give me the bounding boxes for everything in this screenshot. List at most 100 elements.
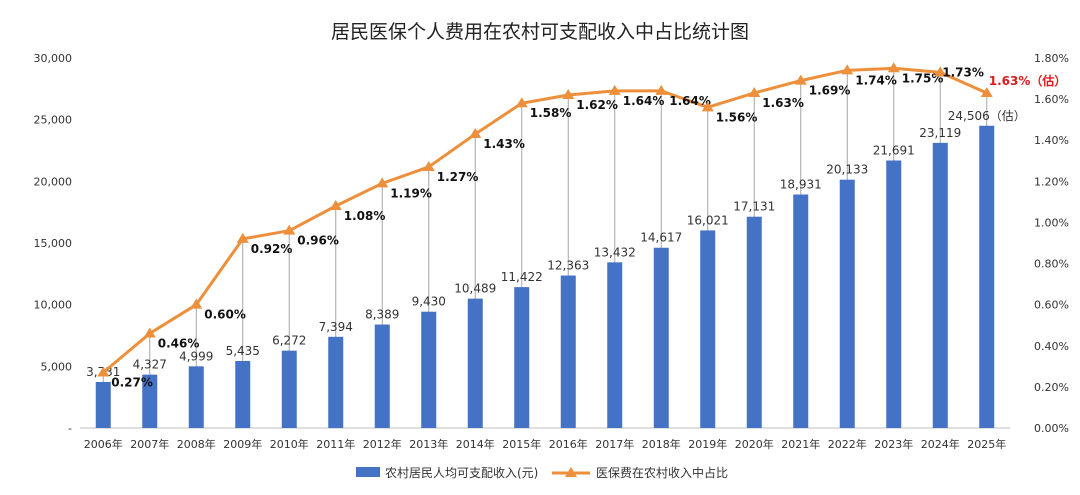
line-value-label: 0.96% — [297, 234, 339, 248]
y-right-tick-label: 1.80% — [1034, 52, 1069, 65]
x-tick-label: 2019年 — [688, 437, 727, 451]
line-marker-triangle — [655, 84, 668, 95]
legend-line-label: 医保费在农村收入中占比 — [596, 465, 728, 480]
x-tick-label: 2020年 — [735, 437, 774, 451]
y-right-tick-label: 1.00% — [1034, 216, 1069, 229]
x-tick-label: 2023年 — [874, 437, 913, 451]
x-tick-label: 2008年 — [177, 437, 216, 451]
legend-bar-label: 农村居民人均可支配收入(元) — [385, 466, 538, 480]
bar-2013年 — [421, 311, 437, 428]
bar-value-label: 5,435 — [226, 344, 260, 358]
legend-bar-swatch — [356, 467, 380, 477]
bar-value-label: 20,133 — [826, 163, 868, 177]
bar-value-label: 4,327 — [133, 358, 167, 372]
y-left-tick-label: 5,000 — [41, 360, 73, 373]
bar-2011年 — [328, 336, 344, 428]
y-right-tick-label: 0.00% — [1034, 422, 1069, 435]
bar-value-label: 23,119 — [919, 126, 961, 140]
bar-2012年 — [374, 324, 390, 428]
line-value-label: 1.64% — [669, 94, 711, 108]
bar-value-label: 4,999 — [179, 349, 213, 363]
x-tick-label: 2015年 — [502, 437, 541, 451]
bar-value-label: 11,422 — [501, 270, 543, 284]
bar-2017年 — [607, 262, 623, 428]
y-right-tick-label: 1.60% — [1034, 93, 1069, 106]
y-left-tick-label: 20,000 — [34, 175, 73, 188]
y-left-tick-label: - — [68, 422, 72, 435]
line-value-label: 1.64% — [623, 94, 665, 108]
line-value-label: 1.75% — [902, 71, 944, 85]
line-marker-triangle — [794, 74, 807, 85]
x-tick-label: 2016年 — [549, 437, 588, 451]
y-right-tick-label: 0.40% — [1034, 340, 1069, 353]
bar-value-label: 24,506（估） — [948, 109, 1026, 123]
bar-2015年 — [514, 287, 530, 428]
bar-value-label: 16,021 — [687, 213, 729, 227]
line-value-label: 1.63% — [762, 96, 804, 110]
bar-2023年 — [886, 160, 902, 428]
x-tick-label: 2018年 — [642, 437, 681, 451]
line-value-label: 1.69% — [809, 84, 851, 98]
bar-2008年 — [188, 366, 204, 428]
line-marker-triangle — [887, 62, 900, 73]
x-tick-label: 2022年 — [828, 437, 867, 451]
line-value-label: 1.58% — [530, 106, 572, 120]
x-tick-label: 2010年 — [270, 437, 309, 451]
y-left-tick-label: 25,000 — [34, 114, 73, 127]
line-value-label: 0.92% — [251, 242, 293, 256]
line-value-label: 1.56% — [716, 110, 758, 124]
y-left-tick-label: 15,000 — [34, 237, 73, 250]
line-marker-triangle — [608, 84, 621, 95]
line-path — [102, 66, 988, 374]
bar-2025年 — [979, 125, 995, 428]
line-marker-triangle — [701, 101, 714, 112]
bar-2018年 — [653, 247, 669, 428]
line-marker-triangle — [376, 177, 389, 188]
x-tick-label: 2013年 — [409, 437, 448, 451]
bar-2014年 — [467, 298, 483, 428]
legend: 农村居民人均可支配收入(元) 医保费在农村收入中占比 — [356, 465, 728, 480]
line-marker-triangle — [934, 66, 947, 77]
bar-2024年 — [932, 142, 948, 428]
bar-value-label: 6,272 — [272, 334, 306, 348]
x-tick-label: 2006年 — [84, 437, 123, 451]
bar-value-label: 14,617 — [640, 231, 682, 245]
line-value-label: 1.63%（估） — [989, 73, 1067, 88]
bar-2022年 — [839, 179, 855, 428]
line-value-label: 1.19% — [390, 186, 432, 200]
bar-value-label: 21,691 — [873, 143, 915, 157]
bar-2021年 — [793, 194, 809, 428]
y-left-tick-label: 10,000 — [34, 299, 73, 312]
bar-value-label: 17,131 — [733, 200, 775, 214]
line-value-label: 1.08% — [344, 209, 386, 223]
y-left-tick-label: 30,000 — [34, 52, 73, 65]
line-value-label: 0.27% — [111, 376, 153, 390]
x-tick-label: 2014年 — [456, 437, 495, 451]
y-right-tick-label: 0.80% — [1034, 258, 1069, 271]
bar-2007年 — [142, 374, 158, 428]
bar-2016年 — [560, 275, 576, 428]
bar-2006年 — [95, 381, 111, 428]
y-right-tick-label: 0.20% — [1034, 381, 1069, 394]
line-marker-triangle — [236, 232, 249, 243]
line-marker-triangle — [190, 298, 203, 309]
x-tick-label: 2009年 — [223, 437, 262, 451]
x-tick-label: 2011年 — [316, 437, 355, 451]
bar-value-label: 9,430 — [412, 295, 446, 309]
line-value-label: 0.60% — [204, 308, 246, 322]
y-right-tick-label: 1.20% — [1034, 175, 1069, 188]
bar-2010年 — [281, 350, 297, 428]
line-marker-triangle — [841, 64, 854, 75]
bar-value-label: 10,489 — [454, 282, 496, 296]
line-marker-triangle — [422, 160, 435, 171]
line-marker-triangle — [143, 327, 156, 338]
x-tick-label: 2017年 — [595, 437, 634, 451]
legend-line-marker — [565, 467, 577, 477]
y-right-tick-label: 1.40% — [1034, 134, 1069, 147]
line-value-label: 1.43% — [483, 137, 525, 151]
bar-series: 3,7314,3274,9995,4356,2727,3948,3899,430… — [86, 109, 1026, 428]
bar-2019年 — [700, 230, 716, 428]
line-value-label: 1.74% — [855, 73, 897, 87]
bar-value-label: 18,931 — [780, 178, 822, 192]
